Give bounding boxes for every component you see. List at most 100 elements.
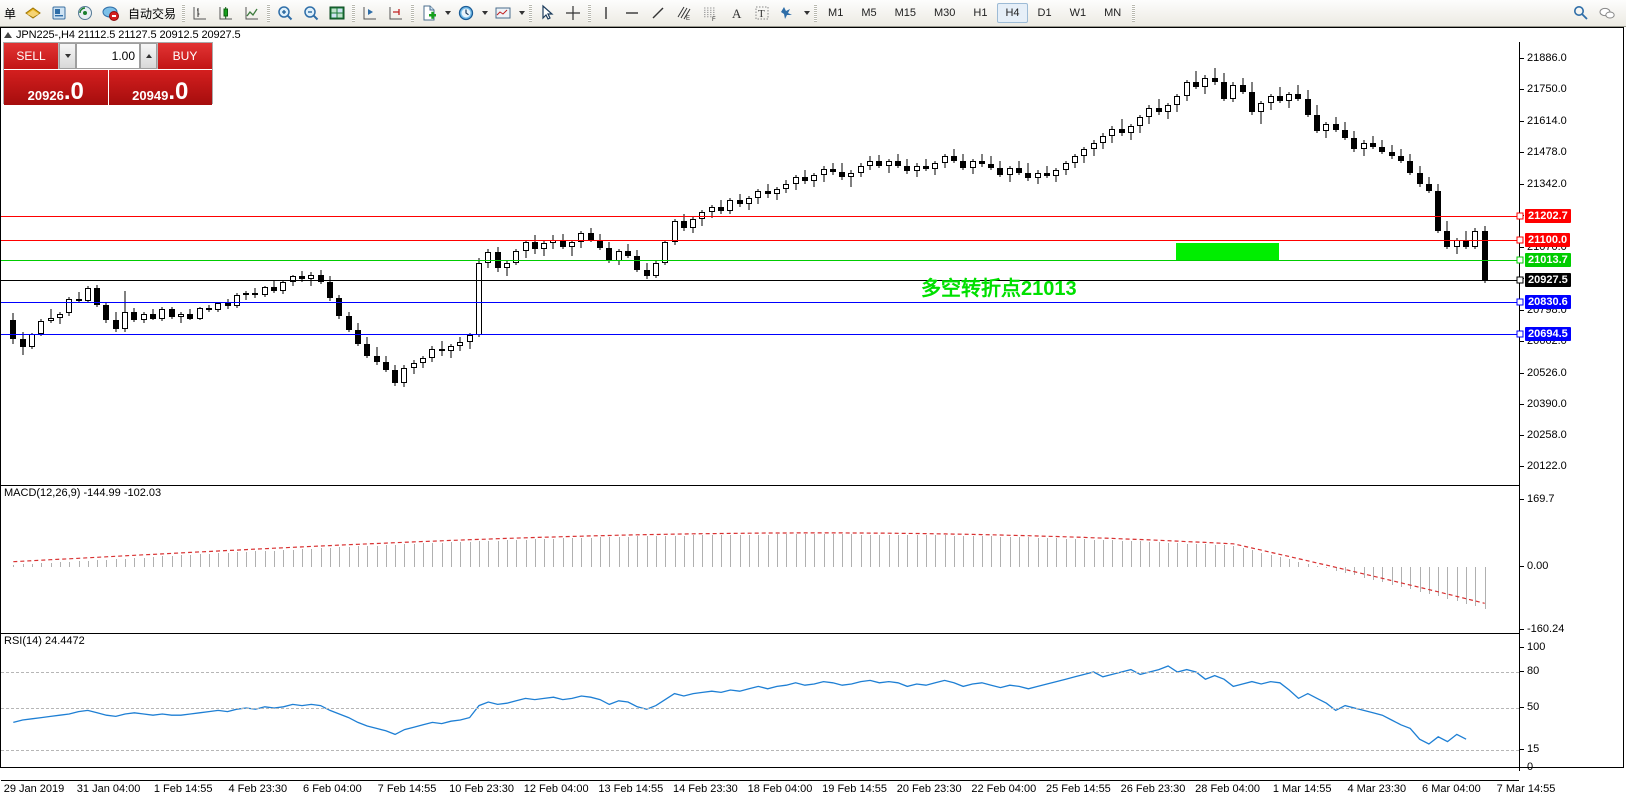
macd-histogram-bar — [1187, 543, 1188, 567]
chat-icon[interactable] — [1594, 1, 1620, 25]
macd-histogram-bar — [1131, 540, 1132, 567]
price-level-handle[interactable] — [1516, 330, 1524, 338]
timeframe-m30[interactable]: M30 — [934, 7, 956, 19]
candlestick — [10, 42, 16, 481]
candle-body — [811, 174, 817, 181]
timeframe-m5[interactable]: M5 — [861, 7, 877, 19]
timeframe-m15[interactable]: M15 — [894, 7, 916, 19]
news-icon[interactable] — [46, 1, 72, 25]
candlestick — [681, 42, 687, 481]
timeframe-mn[interactable]: MN — [1104, 7, 1122, 19]
sell-price[interactable]: 20926.0 — [4, 70, 109, 105]
candle-body — [299, 276, 305, 280]
text-icon[interactable]: T — [749, 1, 775, 25]
templates-dropdown-icon[interactable] — [516, 1, 527, 25]
candle-wick — [571, 239, 573, 257]
toolbar-separator — [180, 3, 187, 23]
candlestick — [1444, 42, 1450, 481]
macd-histogram-bar — [1261, 552, 1262, 567]
candle-body — [1444, 230, 1450, 247]
volume-input[interactable]: 1.00 — [76, 43, 140, 69]
objects-dropdown-icon[interactable] — [801, 1, 812, 25]
macd-histogram-bar — [265, 551, 266, 567]
timeframe-m1[interactable]: M1 — [828, 7, 844, 19]
buy-button[interactable]: BUY — [158, 43, 212, 69]
text-label-icon[interactable]: A — [723, 1, 749, 25]
volume-decrement-button[interactable] — [59, 43, 76, 69]
volume-increment-button[interactable] — [140, 43, 157, 69]
price-level-label[interactable]: 20830.6 — [1525, 295, 1571, 310]
candle-wick — [1381, 140, 1383, 155]
price-level-label[interactable]: 20927.5 — [1525, 272, 1571, 287]
price-level-label[interactable]: 21202.7 — [1525, 209, 1571, 224]
price-level-line-20830.6[interactable] — [1, 302, 1519, 304]
crosshair-icon[interactable] — [560, 1, 586, 25]
fibonacci-icon[interactable]: F — [697, 1, 723, 25]
tile-windows-icon[interactable] — [324, 1, 350, 25]
price-axis-tick — [1520, 372, 1524, 374]
search-icon[interactable] — [1568, 1, 1594, 25]
macd-histogram-bar — [460, 541, 461, 567]
rsi-pane[interactable]: RSI(14) 24.4472 — [1, 633, 1519, 771]
sell-button[interactable]: SELL — [4, 43, 58, 69]
templates-icon[interactable] — [490, 1, 516, 25]
timeframe-w1[interactable]: W1 — [1069, 7, 1087, 19]
candlestick — [1351, 42, 1357, 481]
macd-histogram-bar — [1056, 538, 1057, 567]
period-dropdown-icon[interactable] — [479, 1, 490, 25]
price-level-line-21100.0[interactable] — [1, 239, 1519, 241]
cursor-icon[interactable] — [534, 1, 560, 25]
candlestick-chart-icon[interactable] — [213, 1, 239, 25]
order-icon[interactable] — [20, 1, 46, 25]
price-level-label[interactable]: 20694.5 — [1525, 326, 1571, 341]
price-level-handle[interactable] — [1516, 236, 1524, 244]
price-level-line-20927.5[interactable] — [1, 279, 1519, 281]
hline-icon[interactable] — [619, 1, 645, 25]
period-icon[interactable] — [453, 1, 479, 25]
price-level-handle[interactable] — [1516, 276, 1524, 284]
bar-chart-icon[interactable] — [187, 1, 213, 25]
new-chart-icon[interactable] — [416, 1, 442, 25]
buy-price[interactable]: 20949.0 — [108, 70, 212, 105]
signal-icon[interactable] — [72, 1, 98, 25]
autotrade-icon[interactable] — [98, 1, 124, 25]
candlestick — [569, 42, 575, 481]
time-axis[interactable]: 29 Jan 2019 31 Jan 04:00 1 Feb 14:55 4 Feb … — [1, 780, 1555, 797]
macd-histogram-bar — [1308, 563, 1309, 567]
auto-scroll-icon[interactable] — [383, 1, 409, 25]
candlestick — [588, 42, 594, 481]
price-level-handle[interactable] — [1516, 256, 1524, 264]
time-axis-label: 1 Feb 14:55 — [153, 783, 213, 795]
macd-pane[interactable]: MACD(12,26,9) -144.99 -102.03 — [1, 485, 1519, 631]
objects-icon[interactable] — [775, 1, 801, 25]
price-level-label[interactable]: 21100.0 — [1525, 232, 1571, 247]
new-chart-dropdown-icon[interactable] — [442, 1, 453, 25]
price-level-line-21013.7[interactable] — [1, 259, 1519, 261]
price-axis[interactable]: 21886.021750.021614.021478.021342.021206… — [1516, 42, 1623, 773]
zoom-in-icon[interactable] — [272, 1, 298, 25]
price-axis-tick — [1520, 434, 1524, 436]
macd-histogram-bar — [1364, 566, 1365, 578]
line-chart-icon[interactable] — [239, 1, 265, 25]
collapse-triangle-icon[interactable] — [4, 31, 12, 38]
candle-body — [159, 309, 165, 319]
vline-icon[interactable] — [593, 1, 619, 25]
timeframe-h1[interactable]: H1 — [973, 7, 988, 19]
price-level-label[interactable]: 21013.7 — [1525, 252, 1571, 267]
price-level-line-21202.7[interactable] — [1, 216, 1519, 218]
macd-histogram-bar — [870, 534, 871, 567]
buy-zone-rectangle[interactable] — [1176, 242, 1279, 260]
trendline-icon[interactable] — [645, 1, 671, 25]
price-level-handle[interactable] — [1516, 298, 1524, 306]
price-level-handle[interactable] — [1516, 212, 1524, 220]
equidistant-channel-icon[interactable]: E — [671, 1, 697, 25]
timeframe-d1[interactable]: D1 — [1037, 7, 1052, 19]
candlestick — [690, 42, 696, 481]
shift-end-icon[interactable] — [357, 1, 383, 25]
candlestick — [755, 42, 761, 481]
zoom-out-icon[interactable] — [298, 1, 324, 25]
price-level-line-20694.5[interactable] — [1, 333, 1519, 335]
volume-stepper[interactable]: 1.00 — [58, 43, 158, 69]
timeframe-h4[interactable]: H4 — [997, 3, 1028, 23]
price-pane[interactable]: 多空转折点21013 — [1, 42, 1519, 481]
